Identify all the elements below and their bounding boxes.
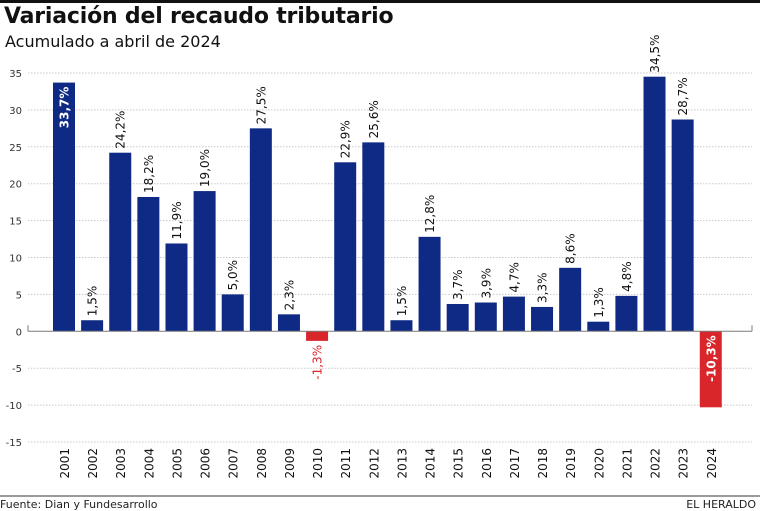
bar-2007 (221, 294, 244, 332)
bar-2011 (334, 162, 357, 332)
chart-subtitle: Acumulado a abril de 2024 (5, 32, 221, 51)
y-tick-label: 25 (9, 143, 22, 154)
x-tick-label: 2014 (424, 448, 438, 479)
data-label: 33,7% (58, 87, 72, 129)
y-tick-label: -5 (12, 364, 22, 375)
data-label: -10,3% (704, 335, 718, 382)
bar-2013 (390, 320, 413, 332)
x-tick-label: 2024 (705, 448, 719, 479)
bar-2016 (474, 302, 497, 332)
x-tick-label: 2003 (114, 448, 128, 479)
bar-2009 (277, 314, 300, 332)
data-label: 3,3% (536, 272, 550, 303)
data-label: 4,8% (620, 261, 634, 292)
x-tick-label: 2023 (677, 448, 691, 479)
x-tick-label: 2004 (142, 448, 156, 479)
x-axis-ticks: 2001 2002 2003 2004 2005 2006 2007 2008 2009 2010… (58, 448, 719, 479)
bar-2012 (362, 142, 385, 332)
publisher-brand: EL HERALDO (686, 498, 756, 511)
x-tick-label: 2010 (311, 448, 325, 479)
bar-2005 (165, 243, 188, 332)
top-rule (0, 0, 760, 3)
data-label: 5,0% (226, 260, 240, 291)
data-label: 4,7% (507, 262, 521, 293)
x-tick-label: 2022 (649, 448, 663, 479)
data-label: 2,3% (282, 280, 296, 311)
data-label: 24,2% (114, 111, 128, 149)
bar-2010 (306, 331, 329, 341)
data-labels: 33,7% 1,5% 24,2% 18,2% 11,9% 19,0% 5,0% 27,5% 2,… (58, 35, 719, 382)
data-label: 1,5% (395, 286, 409, 317)
data-label: 8,6% (564, 233, 578, 264)
x-tick-label: 2020 (592, 448, 606, 479)
bar-2020 (587, 321, 610, 332)
y-tick-label: 35 (9, 69, 22, 80)
x-tick-label: 2002 (86, 448, 100, 479)
data-label: 27,5% (254, 86, 268, 124)
bar-2022 (643, 76, 666, 332)
data-label: 19,0% (198, 149, 212, 187)
y-tick-label: 20 (9, 180, 22, 191)
data-label: 3,9% (479, 268, 493, 299)
y-tick-label: -10 (6, 401, 22, 412)
bar-2017 (502, 296, 525, 332)
y-axis-ticks: 35 30 25 20 15 10 5 0 -5 -10 -15 (6, 69, 22, 449)
bar-2004 (137, 196, 160, 332)
x-tick-label: 2007 (227, 448, 241, 479)
bar-2008 (249, 128, 272, 332)
y-tick-label: 15 (9, 217, 22, 228)
x-tick-label: 2018 (536, 448, 550, 479)
gridlines (28, 72, 752, 443)
bar-2019 (559, 267, 582, 332)
data-label: 28,7% (676, 77, 690, 115)
bar-2021 (615, 295, 638, 332)
bar-2003 (109, 152, 132, 332)
footer-rule (0, 495, 760, 497)
data-label: 11,9% (170, 201, 184, 239)
source-note: Fuente: Dian y Fundesarrollo (0, 498, 158, 511)
x-tick-label: 2008 (255, 448, 269, 479)
bar-2023 (671, 119, 694, 332)
data-label: 1,3% (592, 287, 606, 318)
data-label: 1,5% (86, 286, 100, 317)
x-tick-label: 2005 (170, 448, 184, 479)
x-tick-label: 2001 (58, 448, 72, 479)
data-label: 3,7% (451, 269, 465, 300)
bar-2002 (81, 320, 104, 332)
data-label: 34,5% (648, 35, 662, 73)
bar-2014 (418, 236, 441, 332)
x-tick-label: 2011 (339, 448, 353, 479)
bar-2015 (446, 303, 469, 332)
x-tick-label: 2013 (395, 448, 409, 479)
x-tick-label: 2012 (367, 448, 381, 479)
data-label: 12,8% (423, 195, 437, 233)
x-tick-label: 2009 (283, 448, 297, 479)
x-tick-label: 2017 (508, 448, 522, 479)
x-tick-label: 2019 (564, 448, 578, 479)
y-tick-label: 5 (16, 290, 22, 301)
x-tick-label: 2006 (199, 448, 213, 479)
data-label: -1,3% (311, 345, 325, 380)
y-tick-label: 0 (16, 327, 22, 338)
y-tick-label: -15 (6, 438, 22, 449)
data-label: 18,2% (142, 155, 156, 193)
y-tick-label: 30 (9, 106, 22, 117)
data-label: 25,6% (367, 100, 381, 138)
bar-2001 (53, 82, 75, 332)
bar-2006 (193, 191, 216, 332)
bar-2018 (531, 306, 554, 332)
x-tick-label: 2021 (620, 448, 634, 479)
data-label: 22,9% (339, 120, 353, 158)
y-tick-label: 10 (9, 254, 22, 265)
x-tick-label: 2015 (452, 448, 466, 479)
bars (27, 76, 753, 408)
bar-2024 (699, 331, 722, 408)
x-tick-label: 2016 (480, 448, 494, 479)
chart-title: Variación del recaudo tributario (4, 4, 394, 29)
